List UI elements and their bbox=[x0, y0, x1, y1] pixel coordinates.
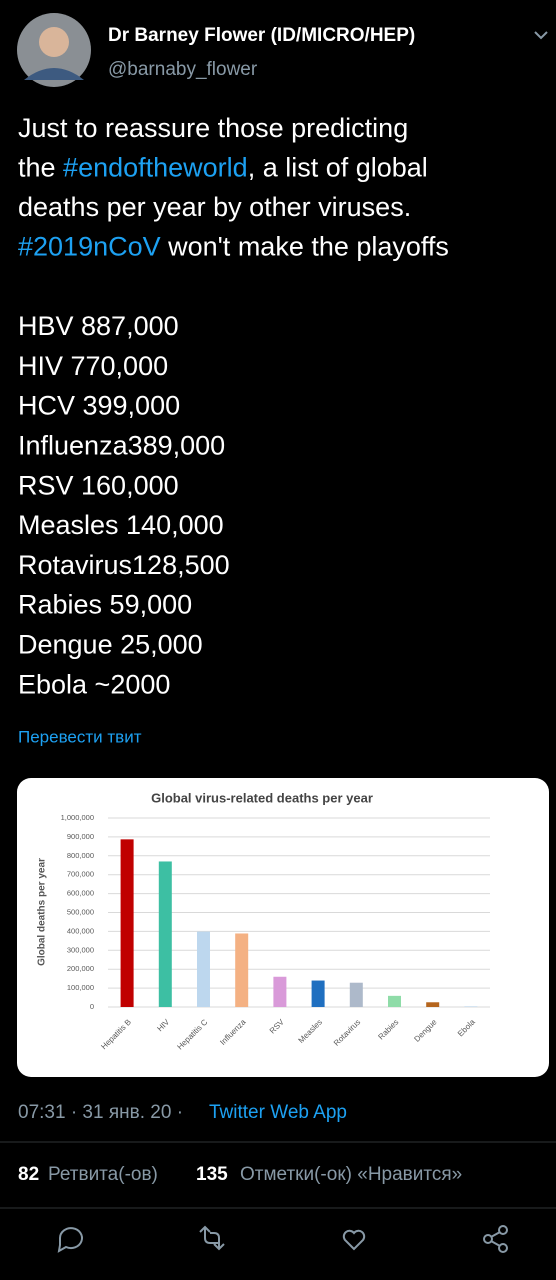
y-axis-label: Global deaths per year bbox=[37, 858, 48, 966]
reply-icon[interactable] bbox=[57, 1227, 83, 1253]
bar bbox=[426, 1002, 440, 1007]
y-tick-label: 900,000 bbox=[67, 832, 94, 841]
y-tick-label: 800,000 bbox=[67, 851, 94, 860]
retweet-label[interactable]: Ретвита(-ов) bbox=[48, 1164, 158, 1185]
tweet-line: deaths per year by other viruses. bbox=[18, 192, 411, 222]
author-name[interactable]: Dr Barney Flower (ID/MICRO/HEP) bbox=[108, 25, 415, 46]
tweet-list-line: HCV 399,000 bbox=[18, 391, 180, 421]
tweet-line: #2019nCoV won't make the playoffs bbox=[18, 232, 449, 262]
bar bbox=[311, 980, 325, 1007]
text-segment: Just to reassure those predicting bbox=[18, 113, 408, 143]
bar bbox=[273, 976, 287, 1007]
avatar-body bbox=[24, 68, 84, 80]
tweet-list-line: Dengue 25,000 bbox=[18, 630, 203, 660]
y-tick-label: 600,000 bbox=[67, 889, 94, 898]
translate-link[interactable]: Перевести твит bbox=[18, 727, 142, 746]
bar bbox=[388, 995, 401, 1007]
bar bbox=[197, 931, 210, 1007]
bar bbox=[349, 982, 363, 1007]
tweet-list-line: Rabies 59,000 bbox=[18, 590, 192, 620]
y-tick-label: 100,000 bbox=[67, 983, 94, 992]
bar bbox=[158, 861, 172, 1007]
y-tick-label: 0 bbox=[90, 1002, 94, 1011]
y-tick-label: 500,000 bbox=[67, 907, 94, 916]
like-icon[interactable] bbox=[342, 1229, 366, 1251]
text-segment: deaths per year by other viruses. bbox=[18, 192, 411, 222]
share-dot bbox=[483, 1234, 493, 1244]
tweet-line: the #endoftheworld, a list of global bbox=[18, 153, 428, 183]
text-segment: won't make the playoffs bbox=[161, 232, 449, 262]
y-tick-label: 400,000 bbox=[67, 926, 94, 935]
share-dot bbox=[498, 1225, 508, 1235]
hashtag[interactable]: #endoftheworld bbox=[63, 153, 248, 183]
chart-card[interactable] bbox=[17, 778, 549, 1077]
tweet-line: Just to reassure those predicting bbox=[18, 113, 408, 143]
handle[interactable]: @barnaby_flower bbox=[108, 59, 258, 80]
retweet-count[interactable]: 82 bbox=[18, 1164, 39, 1185]
source-link[interactable]: Twitter Web App bbox=[209, 1102, 347, 1123]
y-tick-label: 700,000 bbox=[67, 870, 94, 879]
bar bbox=[235, 933, 249, 1007]
share-icon[interactable] bbox=[483, 1225, 508, 1253]
avatar-face bbox=[39, 27, 69, 57]
y-tick-label: 1,000,000 bbox=[61, 813, 94, 822]
text-segment: , a list of global bbox=[248, 153, 428, 183]
y-tick-label: 200,000 bbox=[67, 964, 94, 973]
tweet-list-line: RSV 160,000 bbox=[18, 470, 179, 500]
bar bbox=[120, 839, 134, 1007]
tweet-list-line: Rotavirus128,500 bbox=[18, 550, 230, 580]
tweet-list-line: Measles 140,000 bbox=[18, 510, 224, 540]
y-tick-label: 300,000 bbox=[67, 945, 94, 954]
timestamp: 07:31 · 31 янв. 20 · bbox=[18, 1102, 183, 1123]
tweet-list-line: Influenza389,000 bbox=[18, 431, 225, 461]
tweet-list-line: Ebola ~2000 bbox=[18, 669, 170, 699]
chart-title: Global virus-related deaths per year bbox=[151, 790, 373, 805]
retweet-icon[interactable] bbox=[199, 1225, 225, 1251]
tweet-list-line: HBV 887,000 bbox=[18, 311, 179, 341]
like-count[interactable]: 135 bbox=[196, 1164, 228, 1185]
like-label[interactable]: Отметки(-ок) «Нравится» bbox=[240, 1164, 462, 1185]
tweet-list-line: HIV 770,000 bbox=[18, 351, 168, 381]
text-segment: the bbox=[18, 153, 63, 183]
menu-chevron[interactable] bbox=[534, 31, 548, 40]
share-lines bbox=[490, 1231, 501, 1247]
share-dot bbox=[498, 1243, 508, 1253]
hashtag[interactable]: #2019nCoV bbox=[18, 232, 161, 262]
